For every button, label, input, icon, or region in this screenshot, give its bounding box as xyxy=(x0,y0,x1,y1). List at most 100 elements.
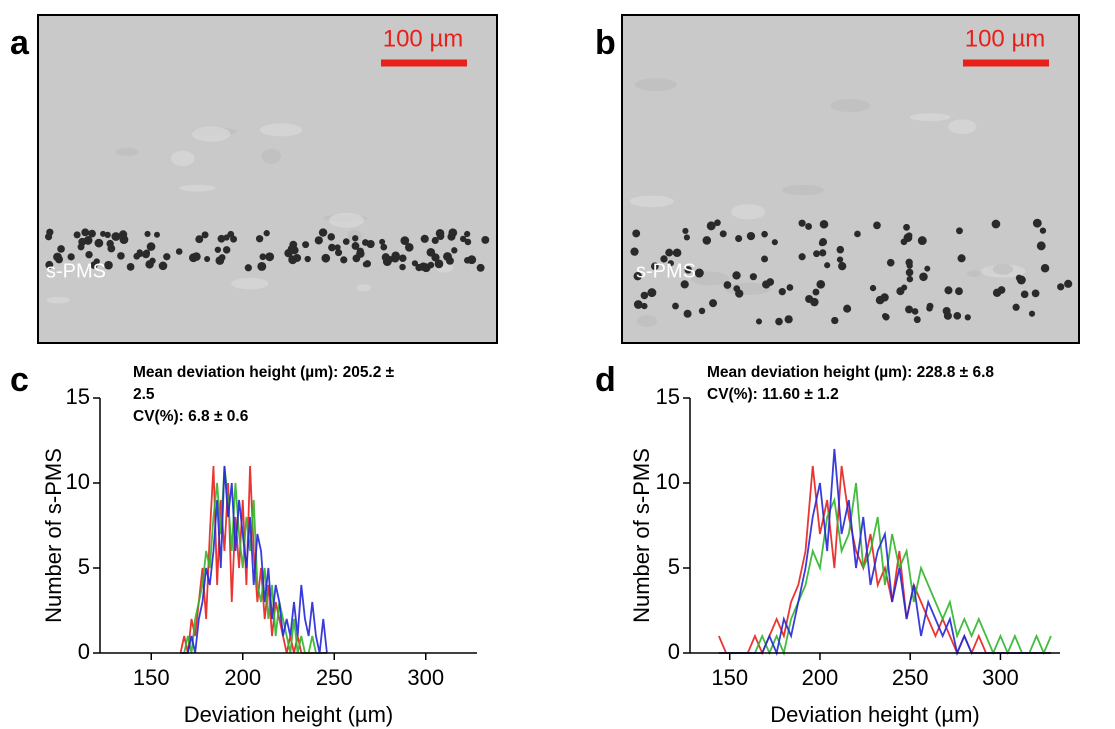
particle xyxy=(426,247,436,257)
particle xyxy=(956,227,963,235)
particle xyxy=(321,253,331,263)
data-line xyxy=(180,465,328,654)
particle xyxy=(630,247,639,256)
texture xyxy=(634,78,677,92)
annotation-line: CV(%): 6.8 ± 0.6 xyxy=(133,408,249,425)
particle xyxy=(81,228,90,237)
y-tick-label: 15 xyxy=(66,384,90,409)
particle xyxy=(119,230,128,239)
particle xyxy=(683,309,692,318)
texture xyxy=(231,277,269,290)
particle xyxy=(991,219,1001,229)
panel-label: b xyxy=(595,24,616,62)
particle xyxy=(45,260,54,269)
annotation: Mean deviation height (µm): 205.2 ± 2.5 … xyxy=(133,362,413,428)
x-tick-label: 200 xyxy=(224,665,261,690)
annotation-line: CV(%): 11.60 ± 1.2 xyxy=(707,386,839,403)
x-tick-label: 150 xyxy=(711,665,748,690)
particle xyxy=(217,234,226,243)
particle xyxy=(201,231,209,239)
data-line xyxy=(718,465,1051,656)
particle xyxy=(633,300,643,309)
particle xyxy=(318,228,328,237)
particle xyxy=(761,230,768,238)
particle xyxy=(126,263,135,271)
particle xyxy=(714,219,721,227)
particle xyxy=(798,219,806,227)
particle xyxy=(873,221,881,230)
particle xyxy=(702,236,712,245)
particle xyxy=(481,235,490,244)
texture xyxy=(179,184,216,192)
particle xyxy=(818,240,826,247)
particle xyxy=(459,235,467,243)
particle xyxy=(351,242,360,250)
data-line xyxy=(179,465,327,654)
particle-label: s-PMS xyxy=(636,260,696,282)
particle xyxy=(434,259,444,269)
particle xyxy=(175,248,183,255)
particle xyxy=(943,311,952,320)
particle xyxy=(188,253,198,263)
particle xyxy=(944,286,953,295)
x-tick-label: 250 xyxy=(316,665,353,690)
particle xyxy=(447,232,456,241)
particle xyxy=(901,284,908,291)
y-tick-label: 15 xyxy=(656,384,680,409)
texture xyxy=(46,296,70,304)
x-tick-label: 300 xyxy=(407,665,444,690)
particle xyxy=(399,263,406,271)
y-tick-label: 10 xyxy=(656,469,680,494)
particle xyxy=(881,312,889,320)
particle xyxy=(1057,283,1065,291)
x-tick-label: 300 xyxy=(982,665,1019,690)
particle xyxy=(1015,274,1023,282)
particle xyxy=(812,288,820,296)
particle xyxy=(464,230,471,238)
particle xyxy=(104,231,111,239)
particle xyxy=(88,229,96,238)
texture xyxy=(636,315,657,327)
particle xyxy=(680,280,689,289)
particle xyxy=(153,231,161,238)
particle xyxy=(195,235,204,244)
particle xyxy=(640,291,649,300)
particle xyxy=(85,250,93,259)
particle xyxy=(633,271,642,281)
particle xyxy=(94,238,104,248)
particle xyxy=(104,260,113,270)
y-tick-label: 0 xyxy=(78,639,90,664)
texture xyxy=(731,204,766,220)
particle xyxy=(632,229,641,238)
x-tick-label: 200 xyxy=(802,665,839,690)
texture xyxy=(992,263,1014,275)
particle xyxy=(263,230,270,237)
particle xyxy=(163,253,171,261)
data-line xyxy=(718,482,1052,656)
particle xyxy=(735,289,744,298)
texture xyxy=(260,123,303,137)
particle xyxy=(445,256,454,265)
texture xyxy=(966,270,981,278)
particle xyxy=(906,275,914,283)
particle xyxy=(77,243,85,251)
particle xyxy=(1020,290,1029,299)
particle xyxy=(380,243,388,251)
particle xyxy=(732,271,741,280)
particle xyxy=(390,253,400,263)
particle xyxy=(798,253,806,261)
particle xyxy=(342,238,350,245)
particle xyxy=(810,297,819,307)
texture xyxy=(328,212,365,228)
particle xyxy=(762,280,771,289)
annotation-line: Mean deviation height (µm): 205.2 ± 2.5 xyxy=(133,364,395,403)
particle xyxy=(771,239,778,246)
particle xyxy=(106,239,114,248)
particle xyxy=(665,248,674,257)
particle xyxy=(144,230,151,238)
particle xyxy=(67,253,75,261)
particle xyxy=(259,253,267,261)
particle xyxy=(919,272,928,282)
particle xyxy=(836,245,845,254)
